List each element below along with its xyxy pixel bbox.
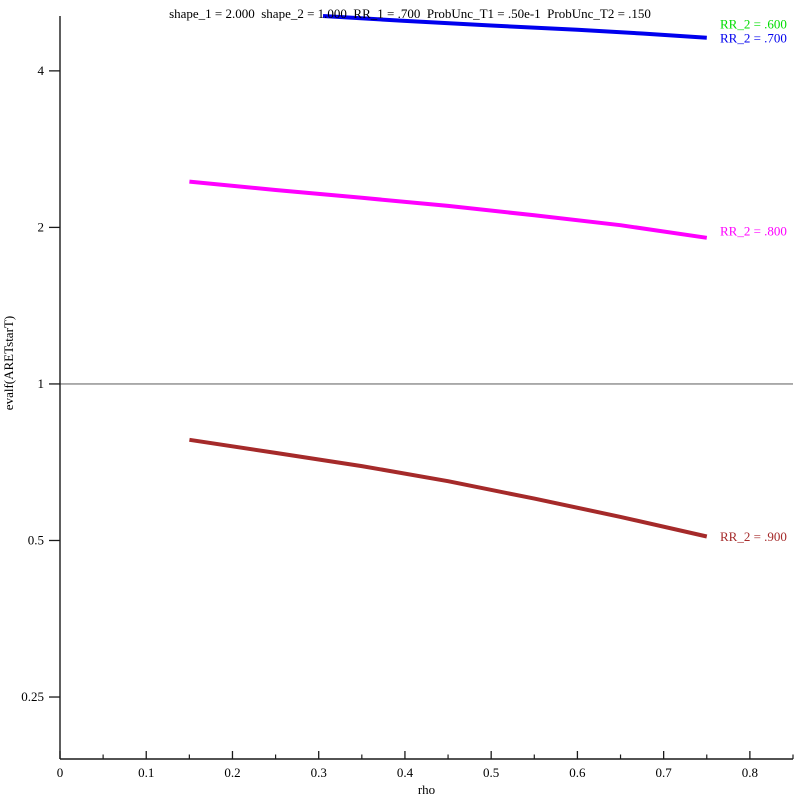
series-label: RR_2 = .600 <box>720 17 787 32</box>
x-tick-label: 0.6 <box>569 765 586 780</box>
x-tick-label: 0.2 <box>224 765 240 780</box>
x-tick-label: 0 <box>57 765 64 780</box>
series-label: RR_2 = .900 <box>720 529 787 544</box>
series-label: RR_2 = .800 <box>720 223 787 238</box>
y-tick-label: 4 <box>38 63 45 78</box>
x-tick-label: 0.4 <box>397 765 414 780</box>
y-tick-label: 0.25 <box>21 689 44 704</box>
series-curve <box>322 14 707 40</box>
x-tick-label: 0.7 <box>656 765 673 780</box>
x-tick-label: 0.1 <box>138 765 154 780</box>
y-tick-label: 1 <box>38 376 45 391</box>
y-tick-label: 2 <box>38 219 45 234</box>
x-tick-label: 0.5 <box>483 765 499 780</box>
x-tick-label: 0.3 <box>311 765 327 780</box>
x-tick-label: 0.8 <box>742 765 758 780</box>
x-axis-title: rho <box>417 782 436 797</box>
plot-title: shape_1 = 2.000 shape_2 = 1.000 RR_1 = .… <box>169 6 651 21</box>
series-label: RR_2 = .700 <box>720 30 787 45</box>
series-curve <box>189 437 708 539</box>
series-curve <box>189 179 708 240</box>
y-axis-title: evalf(ARETstarT) <box>1 315 16 411</box>
y-tick-label: 0.5 <box>28 532 44 547</box>
